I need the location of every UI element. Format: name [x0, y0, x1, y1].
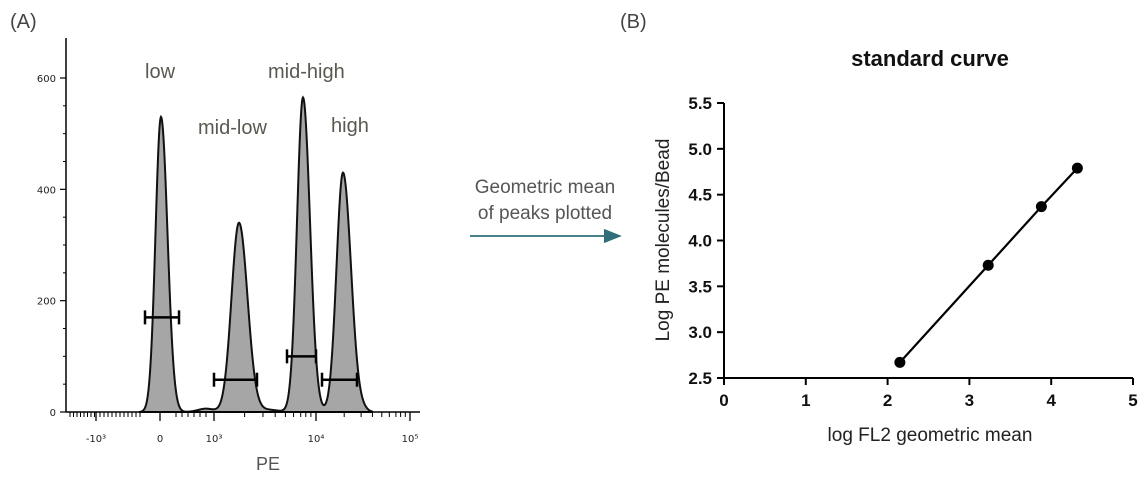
peak-label: mid-high — [268, 61, 345, 83]
y-tick-label: 400 — [37, 185, 56, 196]
histogram-area — [139, 95, 373, 413]
data-points — [894, 162, 1083, 368]
x-tick-label: 10³ — [206, 434, 223, 445]
arrow-annotation: Geometric mean of peaks plotted — [470, 177, 622, 244]
data-point — [1071, 162, 1083, 174]
y-tick-label: 200 — [37, 297, 56, 308]
y-tick-label: 2.5 — [688, 369, 712, 388]
data-point — [1035, 201, 1047, 213]
y-axis-ticks: 0 200 400 600 — [37, 74, 66, 419]
y-tick-label: 4.5 — [688, 186, 712, 205]
y-tick-label: 5.5 — [688, 94, 712, 113]
arrow-text-line1: Geometric mean — [475, 177, 615, 198]
peak-labels: low mid-low mid-high high — [145, 61, 369, 139]
x-axis-ticks: 0 1 2 3 4 5 — [719, 378, 1138, 410]
data-point — [982, 259, 994, 271]
x-tick-label: 10⁵ — [402, 434, 419, 445]
panel-a-label: (A) — [10, 11, 37, 33]
x-tick-label: 5 — [1128, 391, 1137, 410]
x-tick-label: 0 — [157, 434, 163, 445]
panel-b-label: (B) — [620, 11, 647, 33]
y-axis-title: Log PE molecules/Bead — [653, 139, 674, 342]
data-point — [894, 356, 906, 368]
y-tick-label: 3.5 — [688, 277, 712, 296]
arrow-text-line2: of peaks plotted — [478, 203, 612, 224]
x-tick-label: 3 — [965, 391, 974, 410]
x-tick-label: 0 — [719, 391, 728, 410]
histogram-panel: low mid-low mid-high high 0 200 400 600 -10³ 0 1… — [37, 38, 420, 474]
gate-markers — [143, 310, 359, 387]
y-tick-label: 3.0 — [688, 323, 712, 342]
x-axis-ticks: -10³ 0 10³ 10⁴ 10⁵ — [69, 412, 419, 445]
standard-curve-panel: standard curve 2.5 3.0 3.5 4.0 4.5 5.0 5.5 0 1 2… — [653, 46, 1138, 446]
peak-label: low — [145, 61, 176, 83]
fit-line — [899, 167, 1079, 364]
peak-label: mid-low — [198, 117, 267, 139]
y-axis-ticks: 2.5 3.0 3.5 4.0 4.5 5.0 5.5 — [688, 94, 724, 388]
y-tick-label: 0 — [50, 408, 56, 419]
y-tick-label: 600 — [37, 74, 56, 85]
x-tick-label: 2 — [883, 391, 892, 410]
y-tick-label: 4.0 — [688, 232, 712, 251]
x-tick-label: -10³ — [86, 434, 106, 445]
y-tick-label: 5.0 — [688, 140, 712, 159]
x-tick-label: 10⁴ — [308, 434, 325, 445]
peak-label: high — [331, 115, 369, 137]
chart-title: standard curve — [851, 46, 1009, 71]
x-tick-label: 1 — [801, 391, 810, 410]
x-axis-title: log FL2 geometric mean — [828, 425, 1033, 446]
x-axis-title: PE — [256, 454, 280, 474]
x-tick-label: 4 — [1046, 391, 1056, 410]
